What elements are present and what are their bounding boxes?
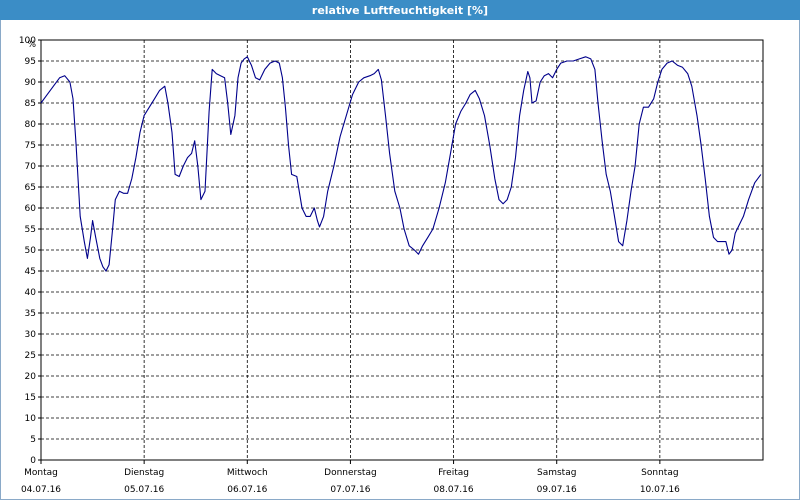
y-tick-label: 90 xyxy=(25,78,37,88)
x-tick-label-day: Freitag xyxy=(438,468,469,478)
y-tick-label: 40 xyxy=(25,288,37,298)
y-tick-label: 55 xyxy=(25,225,36,235)
y-tick-label: 25 xyxy=(25,351,36,361)
x-tick-label-day: Donnerstag xyxy=(324,468,377,478)
y-tick-label: 65 xyxy=(25,183,36,193)
y-tick-label: 5 xyxy=(30,435,36,445)
y-tick-label: 10 xyxy=(25,414,37,424)
y-tick-label: 75 xyxy=(25,141,36,151)
y-tick-label: 80 xyxy=(25,120,37,130)
axes: 0 5 10 15 20 25 30 35 40 45 50 55 60 65 70 75 80 85 90 95 10… xyxy=(19,36,680,495)
y-tick-label: 95 xyxy=(25,57,36,67)
y-tick-label: 45 xyxy=(25,267,36,277)
x-tick-label-day: Mittwoch xyxy=(227,468,268,478)
x-tick-label-date: 09.07.16 xyxy=(537,485,577,495)
x-tick-label-date: 06.07.16 xyxy=(227,485,267,495)
x-tick-label-day: Dienstag xyxy=(124,468,164,478)
x-tick-label-day: Montag xyxy=(24,468,58,478)
x-tick-label-date: 04.07.16 xyxy=(21,485,61,495)
y-tick-label: 0 xyxy=(30,456,36,466)
y-tick-label: 30 xyxy=(25,330,37,340)
grid xyxy=(40,39,764,461)
chart-title: relative Luftfeuchtigkeit [%] xyxy=(0,0,800,20)
y-tick-label: 35 xyxy=(25,309,36,319)
series-layer xyxy=(40,56,762,272)
x-tick-label-date: 05.07.16 xyxy=(124,485,164,495)
y-axis-label: % xyxy=(27,40,36,50)
y-tick-label: 70 xyxy=(25,162,37,172)
x-tick-label-date: 10.07.16 xyxy=(640,485,680,495)
x-tick-label-date: 08.07.16 xyxy=(434,485,474,495)
y-tick-label: 60 xyxy=(25,204,37,214)
x-tick-label-day: Samstag xyxy=(537,468,576,478)
x-tick-label-day: Sonntag xyxy=(641,468,678,478)
y-tick-label: 50 xyxy=(25,246,37,256)
y-tick-label: 100 xyxy=(19,36,36,46)
y-tick-label: 15 xyxy=(25,393,36,403)
x-tick-label-date: 07.07.16 xyxy=(330,485,370,495)
y-tick-label: 85 xyxy=(25,99,36,109)
series-line-humidity xyxy=(40,56,762,272)
y-tick-label: 20 xyxy=(25,372,37,382)
